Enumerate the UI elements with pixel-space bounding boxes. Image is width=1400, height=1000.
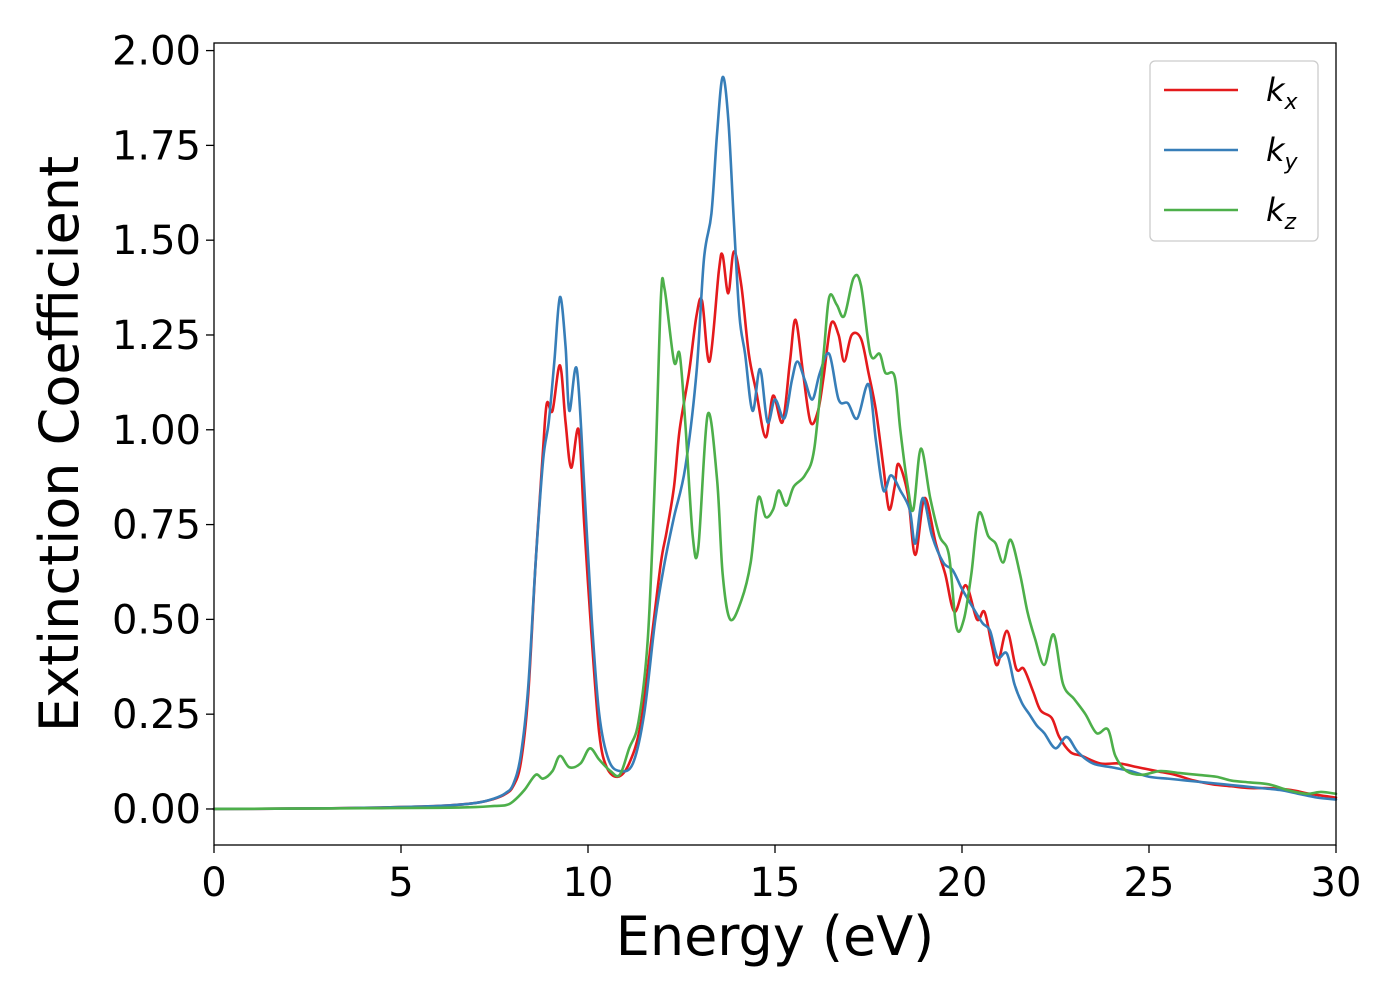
y-tick-label: 1.75 bbox=[112, 123, 201, 169]
y-tick-label: 1.00 bbox=[112, 408, 201, 454]
x-tick-label: 10 bbox=[563, 860, 614, 906]
legend-label-k-x: kx bbox=[1266, 71, 1299, 115]
legend: kx ky kz bbox=[1149, 60, 1319, 242]
x-tick-label: 20 bbox=[937, 860, 988, 906]
y-tick-label: 0.50 bbox=[112, 597, 201, 643]
x-axis-title: Energy (eV) bbox=[616, 905, 935, 968]
series-line-k-z bbox=[212, 273, 1338, 811]
series-line-k-y bbox=[212, 75, 1338, 811]
y-tick-label: 0.25 bbox=[112, 692, 201, 738]
y-tick-label: 2.00 bbox=[112, 29, 201, 75]
x-tick-label: 25 bbox=[1124, 860, 1175, 906]
y-tick-label: 0.75 bbox=[112, 503, 201, 549]
x-tick-label: 5 bbox=[388, 860, 413, 906]
series-layer bbox=[212, 75, 1338, 811]
x-tick-label: 0 bbox=[201, 860, 226, 906]
y-axis-title: Extinction Coefficient bbox=[28, 156, 91, 732]
series-line-k-x bbox=[212, 250, 1338, 811]
y-tick-label: 0.00 bbox=[112, 787, 201, 833]
x-tick-label: 15 bbox=[750, 860, 801, 906]
legend-label-k-y: ky bbox=[1266, 131, 1299, 175]
legend-label-k-z: kz bbox=[1266, 191, 1297, 235]
y-tick-label: 1.50 bbox=[112, 218, 201, 264]
y-tick-label: 1.25 bbox=[112, 313, 201, 359]
x-axis: 0 5 10 15 20 25 30 bbox=[201, 845, 1361, 906]
x-tick-label: 30 bbox=[1311, 860, 1362, 906]
y-axis: 0.00 0.25 0.50 0.75 1.00 1.25 1.50 1.75 2.00 bbox=[112, 29, 214, 833]
